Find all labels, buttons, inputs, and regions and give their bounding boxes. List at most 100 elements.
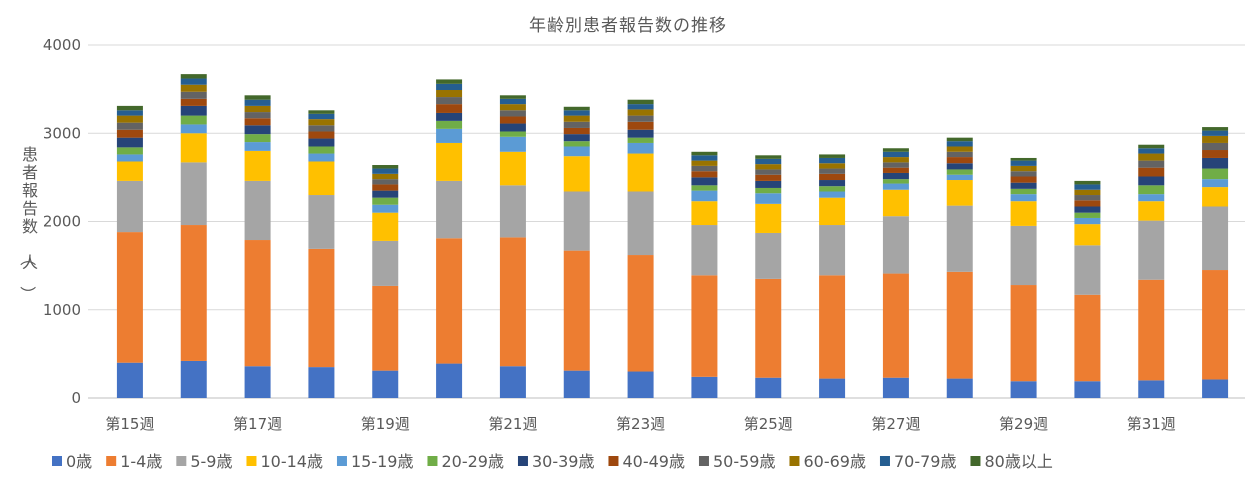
bar-segment (180, 115, 207, 125)
bar-segment (755, 180, 782, 188)
bar-segment (436, 128, 463, 143)
y-axis-label: 患者報告数（人） (18, 145, 38, 302)
bar-segment (244, 240, 271, 367)
x-tick-label: 第29週 (999, 415, 1048, 433)
bar-segment (1010, 225, 1037, 286)
bar-segment (563, 106, 590, 111)
bar-segment (563, 110, 590, 116)
bar-segment (308, 110, 335, 114)
bar-segment (180, 360, 207, 398)
bar-segment (819, 180, 846, 187)
bar-segment (755, 174, 782, 181)
bar-segment (308, 119, 335, 126)
bar-segment (308, 131, 335, 139)
bar-segment (372, 370, 399, 398)
bar-segment (308, 138, 335, 147)
bar-segment (882, 151, 909, 158)
bar-segment (691, 225, 718, 276)
bar-segment (819, 157, 846, 164)
bar-segment (180, 91, 207, 99)
bar-segment (116, 362, 143, 398)
bar-segment (308, 161, 335, 196)
bar-segment (308, 125, 335, 132)
bar-segment (436, 238, 463, 364)
bar-segment (691, 165, 718, 172)
bars (116, 74, 1229, 398)
bar-segment (946, 146, 973, 152)
bar-segment (244, 112, 271, 119)
bar-segment (244, 125, 271, 135)
bar-segment (180, 162, 207, 226)
bar-segment (563, 191, 590, 251)
bar-segment (1010, 285, 1037, 382)
bar-segment (1202, 379, 1229, 398)
bar-segment (372, 197, 399, 205)
bar-segment (627, 255, 654, 372)
bar-segment (372, 204, 399, 213)
bar-segment (627, 371, 654, 398)
bar-segment (1138, 176, 1165, 186)
bar-segment (372, 165, 399, 169)
bar-segment (180, 124, 207, 134)
bar-segment (116, 105, 143, 111)
bar-segment (1010, 381, 1037, 398)
bar-segment (499, 136, 526, 152)
bar-segment (946, 163, 973, 170)
bar-segment (499, 185, 526, 238)
bar-segment (499, 116, 526, 124)
bar-segment (1138, 194, 1165, 202)
bar-segment (691, 190, 718, 202)
bar-segment (180, 133, 207, 163)
bar-segment (1138, 153, 1165, 161)
bar-segment (436, 104, 463, 113)
legend-swatch (517, 456, 528, 466)
bar-segment (116, 161, 143, 181)
legend-swatch (970, 456, 981, 466)
bar-segment (1202, 157, 1229, 169)
bar-segment (1074, 180, 1101, 185)
bar-segment (1074, 381, 1101, 398)
bar-segment (755, 377, 782, 398)
bar-segment (691, 376, 718, 398)
bar-segment (116, 147, 143, 155)
bar-segment (1010, 157, 1037, 161)
bar-segment (1138, 148, 1165, 154)
bar-segment (244, 142, 271, 151)
bar-segment (882, 183, 909, 190)
bar-segment (1202, 130, 1229, 136)
bar-segment (882, 157, 909, 163)
bar-segment (308, 153, 335, 162)
bar-segment (563, 146, 590, 157)
bar-segment (946, 174, 973, 181)
bar-segment (1074, 224, 1101, 246)
bar-segment (372, 168, 399, 174)
bar-segment (755, 169, 782, 175)
bar-segment (1202, 142, 1229, 151)
bar-segment (436, 363, 463, 398)
x-tick-label: 第17週 (233, 415, 282, 433)
x-tick-label: 第27週 (871, 415, 920, 433)
bar-segment (372, 285, 399, 371)
bar-segment (819, 275, 846, 379)
legend-label: 50-59歳 (713, 452, 776, 471)
bar-segment (563, 115, 590, 122)
bar-segment (819, 163, 846, 169)
bar-segment (819, 191, 846, 198)
bar-segment (755, 187, 782, 194)
bar-segment (436, 97, 463, 105)
bar-segment (946, 378, 973, 398)
bar-segment (499, 237, 526, 367)
legend-label: 10-14歳 (260, 452, 323, 471)
bar-segment (116, 122, 143, 130)
bar-segment (819, 173, 846, 181)
gridlines (88, 44, 1245, 399)
bar-segment (1138, 220, 1165, 280)
bar-segment (627, 115, 654, 122)
bar-segment (116, 110, 143, 116)
legend-swatch (176, 456, 187, 466)
bar-segment (244, 99, 271, 106)
bar-segment (1202, 135, 1229, 143)
bar-segment (627, 109, 654, 116)
bar-segment (627, 153, 654, 192)
bar-segment (372, 212, 399, 241)
